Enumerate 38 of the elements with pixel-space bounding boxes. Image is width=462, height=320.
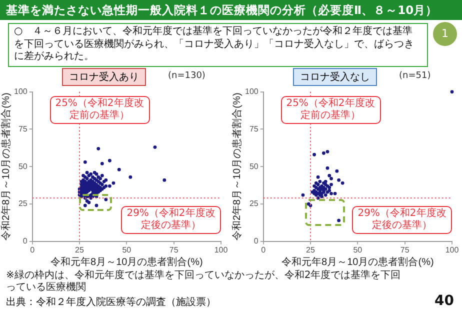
x-tick-label: 75 xyxy=(400,245,410,254)
x-tick-label: 100 xyxy=(214,245,228,254)
text: 40 xyxy=(434,293,454,309)
y-tick-label: 100 xyxy=(14,87,28,96)
y-axis-title: 令和2年8月～10月の患者割合(%) xyxy=(0,92,12,241)
callout-box: 25%（令和2年度改定前の基準） xyxy=(280,96,380,124)
text: ○ ４～６月において、令和元年度では基準を下回っていなかったが令和２年度では基準を下回っている医療機関がみられ、「コロナ受入あり」「コロナ受入なし」で、ばらつきに差がみられた。 xyxy=(8,23,428,66)
x-tick-label: 75 xyxy=(169,245,179,254)
chart-subtitle: (n=130) xyxy=(168,71,206,81)
chart-title: コロナ受入あり xyxy=(62,68,146,86)
circle-badge: 1 xyxy=(433,22,457,46)
x-tick-label: 25 xyxy=(306,245,316,254)
source-note: 出典：令和２年度入院医療等の調査（施設票） xyxy=(6,296,216,309)
text: ※緑の枠内は、令和元年度では基準を下回っていなかったが、令和2年度では基準を下回っている医療機関 xyxy=(6,270,402,294)
x-axis-title: 令和元年8月～10月の患者割合(%) xyxy=(50,256,203,268)
y-tick-label: 50 xyxy=(249,162,259,171)
callout-box: 29%（令和2年度改定後の基準） xyxy=(352,206,452,234)
y-tick-label: 75 xyxy=(18,124,28,134)
chart-title: コロナ受入なし xyxy=(293,68,377,86)
text: 基準を満たさない急性期一般入院料１の医療機関の分析（必要度Ⅱ、８～10月） xyxy=(0,0,462,20)
y-tick-label: 50 xyxy=(18,162,28,171)
y-tick-label: 25 xyxy=(18,199,28,208)
y-axis-title: 令和2年8月～10月の患者割合(%) xyxy=(230,92,243,241)
x-tick-label: 25 xyxy=(75,245,85,254)
x-tick-label: 50 xyxy=(353,245,363,254)
chart-subtitle: (n=51) xyxy=(399,71,431,81)
x-tick-label: 0 xyxy=(261,245,266,254)
y-tick-label: 100 xyxy=(244,87,259,96)
y-tick-label: 0 xyxy=(22,236,28,246)
x-tick-label: 50 xyxy=(122,245,132,254)
callout-box: 25%（令和2年度改定前の基準） xyxy=(50,96,150,124)
y-tick-label: 0 xyxy=(254,236,259,246)
callout-box: 29%（令和2年度改定後の基準） xyxy=(121,206,221,234)
x-tick-label: 100 xyxy=(445,245,460,254)
x-tick-label: 0 xyxy=(30,245,36,254)
y-tick-label: 75 xyxy=(249,124,259,134)
y-tick-label: 25 xyxy=(249,199,259,208)
x-axis-title: 令和元年8月～10月の患者割合(%) xyxy=(282,256,434,268)
